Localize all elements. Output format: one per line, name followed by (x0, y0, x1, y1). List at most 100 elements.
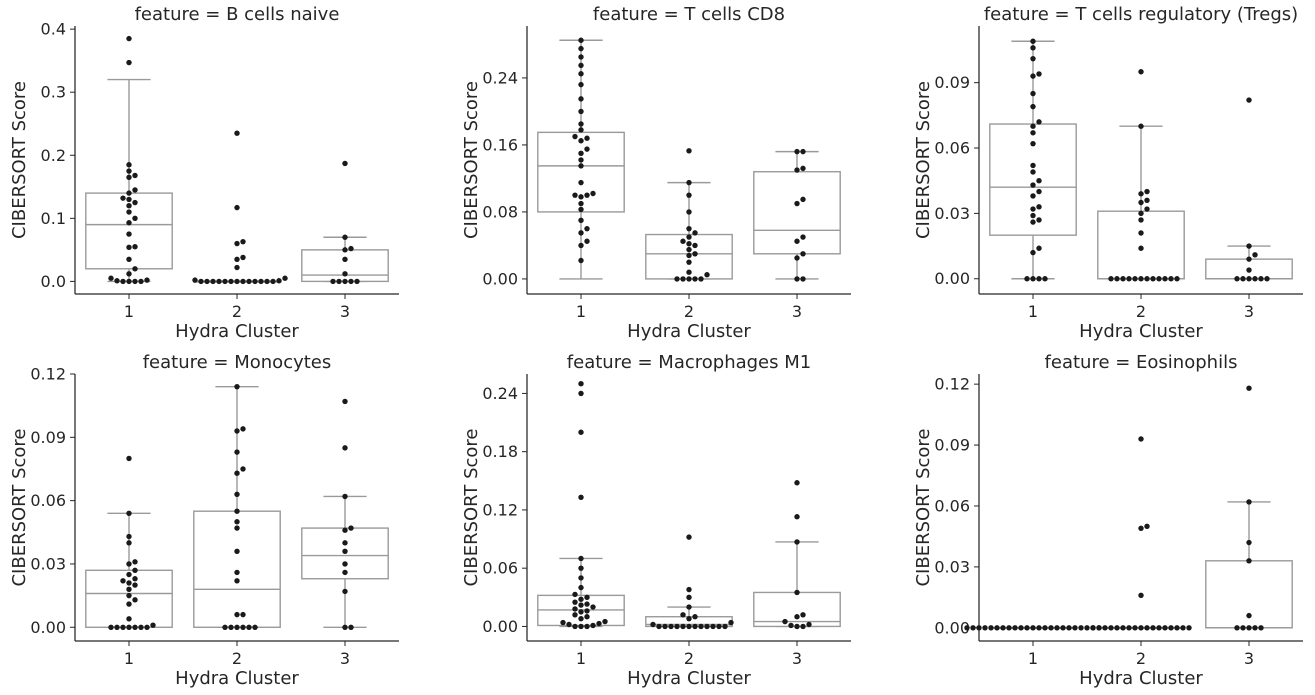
data-point (692, 242, 698, 249)
panel-title: feature = T cells CD8 (593, 4, 785, 25)
data-point (204, 278, 210, 285)
data-point (126, 190, 132, 196)
data-point (126, 196, 132, 203)
panel-6: feature = Eosinophils 0.00 0.03 0.06 0.09 0.1… (913, 352, 1303, 689)
data-point (578, 565, 584, 571)
data-point (342, 247, 348, 253)
data-point (1144, 523, 1150, 529)
data-point (1036, 245, 1042, 251)
data-point (692, 276, 698, 282)
data-point (234, 578, 240, 584)
box-group-2 (645, 534, 734, 630)
y-tick-label: 0.00 (482, 269, 518, 288)
x-tick-label: 1 (124, 302, 134, 321)
data-point (578, 555, 584, 562)
box-group-2 (1090, 436, 1192, 631)
data-point (1036, 188, 1042, 195)
x-tick-label: 1 (576, 649, 586, 668)
data-point (1006, 625, 1012, 631)
data-point (794, 480, 800, 486)
data-point (246, 624, 252, 630)
panel-title: feature = T cells regulatory (Tregs) (984, 4, 1298, 25)
data-point (126, 455, 132, 462)
data-point (1036, 276, 1042, 282)
data-point (578, 96, 584, 102)
box-group-2 (193, 383, 281, 630)
y-axis-label: CIBERSORT Score (913, 81, 934, 239)
data-point (1030, 162, 1036, 169)
data-point (686, 586, 692, 593)
data-point (1150, 276, 1156, 282)
data-point (342, 160, 348, 167)
data-point (788, 622, 794, 629)
x-tick-label: 2 (1136, 649, 1146, 668)
data-point (126, 162, 132, 168)
data-point (240, 426, 246, 432)
y-tick-label: 0.03 (934, 204, 970, 223)
box-group-1 (85, 35, 173, 285)
data-point (1120, 276, 1126, 282)
data-point (132, 215, 138, 222)
data-point (234, 264, 240, 271)
data-point (1030, 130, 1036, 136)
data-point (1156, 625, 1162, 631)
data-point (150, 622, 156, 628)
data-point (584, 623, 590, 630)
data-point (198, 278, 204, 285)
data-point (234, 491, 240, 498)
data-point (728, 619, 734, 626)
y-tick-label: 0.12 (482, 500, 518, 519)
data-point (126, 510, 132, 517)
data-point (114, 278, 120, 284)
y-tick-label: 0.12 (934, 375, 970, 394)
data-point (964, 625, 970, 631)
data-point (578, 81, 584, 88)
data-point (336, 278, 342, 285)
data-point (252, 624, 258, 630)
data-point (234, 611, 240, 618)
data-point (1246, 97, 1252, 103)
data-point (584, 135, 590, 141)
data-point (1036, 71, 1042, 77)
data-point (342, 398, 348, 405)
data-point (240, 611, 246, 618)
data-point (222, 624, 228, 630)
data-point (1030, 103, 1036, 110)
panel-3: feature = T cells regulatory (Tregs) 0.00… (913, 4, 1303, 342)
data-point (1138, 210, 1144, 217)
y-tick-label: 0.06 (482, 559, 518, 578)
data-point (342, 588, 348, 595)
data-point (578, 575, 584, 581)
data-point (240, 238, 246, 245)
x-tick-label: 2 (1136, 302, 1146, 321)
data-point (1258, 276, 1264, 282)
data-point (1126, 276, 1132, 282)
data-point (578, 179, 584, 186)
data-point (342, 234, 348, 240)
data-point (686, 276, 692, 282)
data-point (686, 234, 692, 240)
y-tick-label: 0.08 (482, 202, 518, 221)
y-tick-label: 0.00 (30, 618, 66, 637)
data-point (1114, 276, 1120, 282)
y-tick-label: 0.2 (41, 146, 66, 165)
data-point (692, 230, 698, 236)
data-point (1144, 206, 1150, 212)
data-point (126, 35, 132, 42)
data-point (572, 606, 578, 612)
data-point (126, 231, 132, 237)
data-point (680, 238, 686, 244)
data-point (584, 225, 590, 232)
data-point (584, 192, 590, 198)
data-point (1042, 625, 1048, 631)
box-group-3 (753, 480, 841, 630)
data-point (126, 533, 132, 540)
data-point (794, 276, 800, 282)
data-point (234, 256, 240, 263)
data-point (794, 514, 800, 520)
data-point (342, 256, 348, 263)
data-point (668, 623, 674, 630)
y-tick-label: 0.06 (934, 496, 970, 515)
data-point (1036, 625, 1042, 631)
